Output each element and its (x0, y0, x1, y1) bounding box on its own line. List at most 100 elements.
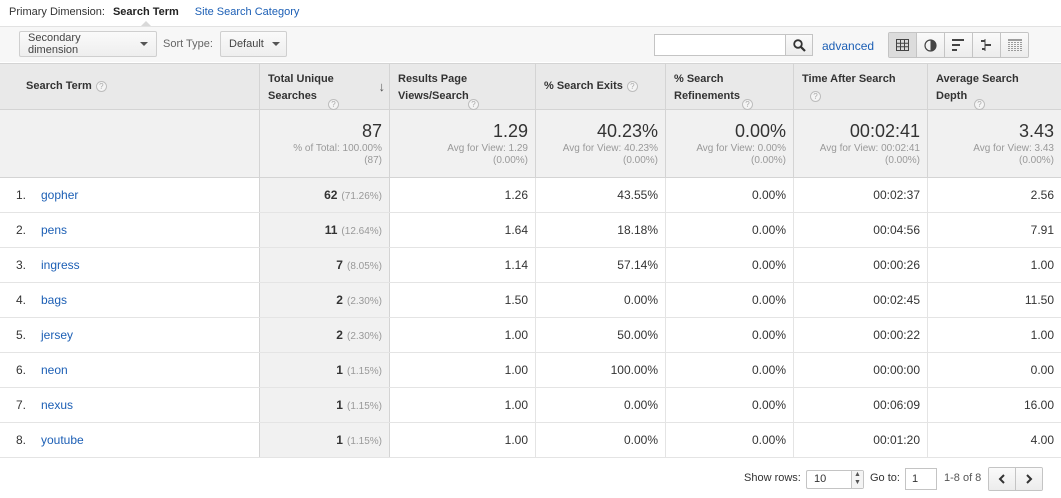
column-label: Search Term (26, 80, 92, 92)
show-rows-value: 10 (814, 473, 827, 485)
total-subtext: (0.00%) (622, 155, 658, 166)
search-button[interactable] (785, 34, 813, 56)
unique-searches-percent: (1.15%) (346, 366, 382, 377)
previous-page-button[interactable] (989, 468, 1016, 490)
column-header-time-after-search[interactable]: Time After Search? (794, 64, 928, 110)
time-after-search-value: 00:06:09 (873, 398, 920, 412)
results-page-views-value: 1.26 (504, 188, 528, 202)
chevron-right-icon (1026, 474, 1033, 484)
total-cell: 3.43 Avg for View: 3.43 (0.00%) (928, 110, 1061, 177)
bar-view-icon (952, 39, 964, 51)
comparison-view-button[interactable] (973, 33, 1001, 57)
help-icon[interactable]: ? (742, 98, 753, 110)
search-term-link[interactable]: nexus (41, 398, 74, 412)
table-cell: 00:02:37 (794, 178, 928, 212)
dimension-site-search-category[interactable]: Site Search Category (194, 6, 300, 18)
sort-type-dropdown[interactable]: Default (220, 31, 287, 57)
search-term-link[interactable]: pens (41, 223, 68, 237)
search-depth-value: 1.00 (1030, 328, 1054, 342)
total-value: 3.43 (1018, 121, 1054, 141)
pie-view-icon (924, 38, 937, 52)
table-cell: 18.18% (536, 213, 666, 247)
goto-page-input[interactable]: 1 (905, 468, 937, 490)
table-cell: 2.56 (928, 178, 1061, 212)
unique-searches-percent: (8.05%) (346, 261, 382, 272)
table-cell: 0.00% (666, 353, 794, 387)
column-label: Time After Search (802, 73, 896, 85)
table-cell: 7 (8.05%) (260, 248, 390, 282)
search-refinements-value: 0.00% (751, 188, 786, 202)
total-cell: 1.29 Avg for View: 1.29 (0.00%) (390, 110, 536, 177)
table-cell: 1. gopher (0, 178, 260, 212)
results-page-views-value: 1.50 (504, 293, 528, 307)
column-header-search-refinements[interactable]: % Search Refinements? (666, 64, 794, 110)
column-header-results-page-views[interactable]: Results Page Views/Search? (390, 64, 536, 110)
column-label: Average Search Depth (936, 73, 1019, 102)
table-cell: 5. jersey (0, 318, 260, 352)
table-cell: 43.55% (536, 178, 666, 212)
row-number: 4. (16, 293, 27, 307)
unique-searches-percent: (1.15%) (346, 401, 382, 412)
pivot-view-button[interactable] (1001, 33, 1028, 57)
table-cell: 4. bags (0, 283, 260, 317)
search-refinements-value: 0.00% (751, 258, 786, 272)
column-header-total-unique-searches[interactable]: Total Unique Searches? ↓ (260, 64, 390, 110)
show-rows-select[interactable]: 10 ▲ ▼ (806, 470, 864, 489)
search-exits-value: 0.00% (623, 293, 658, 307)
next-page-button[interactable] (1016, 468, 1042, 490)
search-depth-value: 11.50 (1024, 293, 1054, 307)
unique-searches-percent: (71.26%) (341, 191, 382, 202)
total-cell: 0.00% Avg for View: 0.00% (0.00%) (666, 110, 794, 177)
table-cell: 00:02:45 (794, 283, 928, 317)
secondary-dimension-dropdown[interactable]: Secondary dimension (19, 31, 157, 57)
search-term-link[interactable]: jersey (41, 328, 74, 342)
table-cell: 11 (12.64%) (260, 213, 390, 247)
totals-row: 87 % of Total: 100.00% (87) 1.29 Avg for… (0, 110, 1061, 178)
total-value: 40.23% (596, 121, 658, 141)
table-cell: 1.50 (390, 283, 536, 317)
sort-type-value: Default (229, 38, 264, 50)
search-term-link[interactable]: gopher (41, 188, 79, 202)
total-subtext: (0.00%) (492, 155, 528, 166)
table-cell: 7.91 (928, 213, 1061, 247)
time-after-search-value: 00:02:37 (873, 188, 920, 202)
table-toolbar: Secondary dimension Sort Type: Default a… (0, 26, 1061, 62)
help-icon[interactable]: ? (468, 98, 479, 110)
unique-searches-value: 11 (324, 223, 338, 237)
comparison-view-icon (981, 39, 991, 51)
table-cell: 62 (71.26%) (260, 178, 390, 212)
search-refinements-value: 0.00% (751, 433, 786, 447)
table-view-button[interactable] (889, 33, 917, 57)
table-search-input[interactable] (654, 34, 785, 56)
search-exits-value: 0.00% (623, 398, 658, 412)
search-term-link[interactable]: youtube (41, 433, 84, 447)
primary-dimension-bar: Primary Dimension: Search Term Site Sear… (9, 4, 300, 26)
unique-searches-percent: (1.15%) (346, 436, 382, 447)
search-depth-value: 16.00 (1023, 398, 1054, 412)
dimension-search-term[interactable]: Search Term (112, 6, 179, 26)
chevron-left-icon (998, 474, 1005, 484)
help-icon[interactable]: ? (810, 90, 821, 102)
search-term-link[interactable]: bags (41, 293, 68, 307)
help-icon[interactable]: ? (95, 80, 107, 92)
search-term-link[interactable]: neon (41, 363, 68, 377)
search-term-link[interactable]: ingress (41, 258, 80, 272)
table-cell: 0.00% (536, 283, 666, 317)
unique-searches-value: 2 (336, 293, 343, 307)
column-label: Total Unique Searches (268, 73, 334, 102)
search-depth-value: 7.91 (1030, 223, 1054, 237)
pie-view-button[interactable] (917, 33, 945, 57)
total-subtext: (0.00%) (884, 155, 920, 166)
sort-descending-icon: ↓ (378, 79, 386, 94)
unique-searches-value: 1 (336, 398, 343, 412)
help-icon[interactable]: ? (328, 98, 339, 110)
advanced-filter-link[interactable]: advanced (822, 39, 875, 53)
help-icon[interactable]: ? (626, 80, 638, 92)
bar-view-button[interactable] (945, 33, 973, 57)
column-header-search-exits[interactable]: % Search Exits? (536, 64, 666, 110)
total-subtext: (0.00%) (1018, 155, 1054, 166)
help-icon[interactable]: ? (974, 98, 985, 110)
column-header-search-term[interactable]: Search Term? (0, 64, 260, 110)
column-header-average-search-depth[interactable]: Average Search Depth? (928, 64, 1061, 110)
table-cell: 1 (1.15%) (260, 353, 390, 387)
